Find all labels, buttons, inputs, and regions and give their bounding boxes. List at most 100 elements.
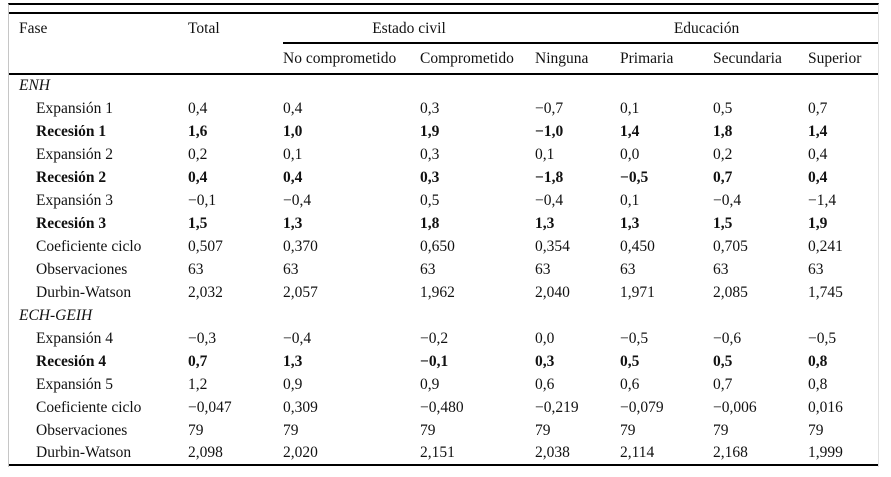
table-cell: 0,5 bbox=[713, 352, 733, 370]
phase-statistics-table: Fase Total Estado civil Educación No com… bbox=[9, 12, 879, 466]
table-cell: 0,650 bbox=[420, 237, 455, 255]
table-row-coeficiente-ciclo: Coeficiente ciclo 0,507 0,370 0,650 0,354 0,4… bbox=[9, 235, 878, 258]
table-cell: 1,999 bbox=[808, 444, 843, 461]
col-header-comprometido: Comprometido bbox=[420, 43, 535, 75]
table-cell: 0,2 bbox=[713, 145, 733, 163]
table-cell: −0,5 bbox=[808, 329, 837, 347]
table-cell: 0,0 bbox=[535, 329, 555, 347]
table-cell: 63 bbox=[808, 260, 824, 278]
table-cell: 0,507 bbox=[188, 237, 223, 255]
table-cell: −0,006 bbox=[713, 398, 757, 416]
table-cell: 0,1 bbox=[620, 191, 640, 209]
table-cell: −0,1 bbox=[420, 352, 449, 370]
table-cell: 0,7 bbox=[713, 168, 733, 186]
table-cell: 63 bbox=[283, 260, 299, 278]
table-cell: 2,098 bbox=[188, 444, 223, 461]
table-cell: 2,032 bbox=[188, 283, 223, 301]
table-cell: 0,4 bbox=[808, 145, 828, 163]
table-cell: 0,3 bbox=[420, 168, 440, 186]
table-cell: −0,4 bbox=[283, 191, 312, 209]
table-cell: 0,354 bbox=[535, 237, 570, 255]
table-cell: 79 bbox=[535, 421, 551, 439]
row-label: Recesión 2 bbox=[36, 168, 107, 186]
table-cell: 0,1 bbox=[283, 145, 303, 163]
row-label: Observaciones bbox=[36, 421, 128, 439]
table-cell: 1,4 bbox=[620, 122, 640, 140]
table-cell: 0,5 bbox=[420, 191, 440, 209]
table-cell: 0,7 bbox=[713, 375, 733, 393]
table-row-coeficiente-ciclo: Coeficiente ciclo −0,047 0,309 −0,480 −0,219… bbox=[9, 396, 878, 419]
table-row-observaciones: Observaciones 63 63 63 63 63 63 63 bbox=[9, 258, 878, 281]
table-cell: 0,309 bbox=[283, 398, 318, 416]
table-cell: 0,370 bbox=[283, 237, 318, 255]
table-cell: 0,4 bbox=[283, 168, 303, 186]
header-row-groups: Fase Total Estado civil Educación bbox=[9, 13, 879, 75]
table-cell: 2,057 bbox=[283, 283, 318, 301]
table-cell: 63 bbox=[535, 260, 551, 278]
table-row-durbin-watson: Durbin-Watson 2,098 2,020 2,151 2,038 2,114 2,… bbox=[9, 442, 878, 465]
table-row-recesi-n-3: Recesión 3 1,5 1,3 1,8 1,3 1,3 1,5 1,9 bbox=[9, 212, 878, 235]
table-cell: 1,3 bbox=[283, 214, 303, 232]
table-cell: 2,151 bbox=[420, 444, 455, 461]
table-cell: 2,038 bbox=[535, 444, 570, 461]
row-label: Durbin-Watson bbox=[36, 283, 132, 301]
table-cell: 0,5 bbox=[620, 352, 640, 370]
table-cell: 1,3 bbox=[283, 352, 303, 370]
table-cell: 1,9 bbox=[420, 122, 440, 140]
table-cell: −1,4 bbox=[808, 191, 837, 209]
table-cell: −0,047 bbox=[188, 398, 232, 416]
row-label: Recesión 3 bbox=[36, 214, 107, 232]
table-cell: 0,4 bbox=[188, 168, 208, 186]
table-cell: 1,5 bbox=[188, 214, 208, 232]
table-cell: −0,4 bbox=[283, 329, 312, 347]
table-cell: 2,168 bbox=[713, 444, 748, 461]
table-row-expansi-n-3: Expansión 3 −0,1 −0,4 0,5 −0,4 0,1 −0,4 −1,4 bbox=[9, 189, 878, 212]
table-cell: 1,9 bbox=[808, 214, 828, 232]
table-cell: 2,040 bbox=[535, 283, 570, 301]
table-cell: 0,9 bbox=[283, 375, 303, 393]
table-row-recesi-n-4: Recesión 4 0,7 1,3 −0,1 0,3 0,5 0,5 0,8 bbox=[9, 350, 878, 373]
table-cell: 0,7 bbox=[188, 352, 208, 370]
table-cell: −0,079 bbox=[620, 398, 664, 416]
table-cell: 0,3 bbox=[535, 352, 555, 370]
table-cell: −0,480 bbox=[420, 398, 464, 416]
row-label: Recesión 1 bbox=[36, 122, 107, 140]
col-header-total: Total bbox=[188, 13, 283, 75]
table-cell: 0,450 bbox=[620, 237, 655, 255]
table-cell: 79 bbox=[420, 421, 436, 439]
row-label: Durbin-Watson bbox=[36, 444, 132, 461]
table-row-recesi-n-1: Recesión 1 1,6 1,0 1,9 −1,0 1,4 1,8 1,4 bbox=[9, 120, 878, 143]
table-cell: −0,3 bbox=[188, 329, 217, 347]
table-cell: 0,7 bbox=[808, 99, 828, 117]
table-cell: 63 bbox=[420, 260, 436, 278]
table-row-expansi-n-4: Expansión 4 −0,3 −0,4 −0,2 0,0 −0,5 −0,6 −0,5 bbox=[9, 327, 878, 350]
table-cell: 0,3 bbox=[420, 145, 440, 163]
table-cell: 79 bbox=[713, 421, 729, 439]
row-label: Recesión 4 bbox=[36, 352, 107, 370]
table-cell: 0,6 bbox=[620, 375, 640, 393]
table-row-expansi-n-2: Expansión 2 0,2 0,1 0,3 0,1 0,0 0,2 0,4 bbox=[9, 143, 878, 166]
col-header-ninguna: Ninguna bbox=[535, 43, 620, 75]
table-cell: 79 bbox=[808, 421, 824, 439]
table-cell: −0,6 bbox=[713, 329, 742, 347]
table-body: ENH Expansión 1 0,4 0,4 0,3 −0,7 0,1 0,5 0,7 Rece… bbox=[9, 74, 878, 465]
table-cell: 1,745 bbox=[808, 283, 843, 301]
table-row-durbin-watson: Durbin-Watson 2,032 2,057 1,962 2,040 1,971 2,… bbox=[9, 281, 878, 304]
section-row-ech-geih: ECH-GEIH bbox=[9, 304, 878, 327]
table-cell: 1,0 bbox=[283, 122, 303, 140]
col-group-estado-civil: Estado civil bbox=[283, 13, 535, 44]
table-cell: 1,3 bbox=[535, 214, 555, 232]
table-cell: 0,8 bbox=[808, 352, 828, 370]
header-row-subcolumns: No comprometido Comprometido Ninguna Pri… bbox=[9, 43, 879, 75]
table-cell: 0,016 bbox=[808, 398, 843, 416]
table-cell: 0,4 bbox=[188, 99, 208, 117]
table-cell: 0,1 bbox=[535, 145, 555, 163]
table-cell: 2,085 bbox=[713, 283, 748, 301]
table-cell: 63 bbox=[620, 260, 636, 278]
table-row-recesi-n-2: Recesión 2 0,4 0,4 0,3 −1,8 −0,5 0,7 0,4 bbox=[9, 166, 878, 189]
col-header-primaria: Primaria bbox=[620, 43, 713, 75]
table-cell: −1,8 bbox=[535, 168, 564, 186]
row-label: Expansión 1 bbox=[36, 99, 114, 117]
table-cell: 0,4 bbox=[808, 168, 828, 186]
col-header-no-comprometido: No comprometido bbox=[283, 43, 420, 75]
